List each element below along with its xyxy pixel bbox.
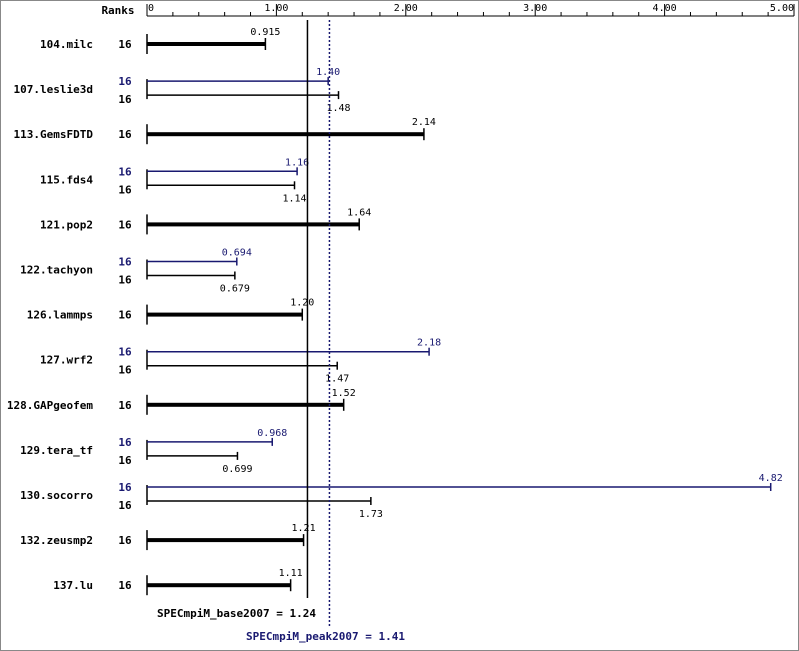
benchmark-name: 104.milc bbox=[40, 38, 93, 51]
x-tick-label: 0 bbox=[148, 3, 154, 14]
benchmark-rows: 104.milc 160.915107.leslie3d161.40161.481… bbox=[7, 27, 783, 596]
base-rank-label: 16 bbox=[118, 399, 132, 412]
base-value-label: 2.14 bbox=[412, 117, 436, 128]
base-bar bbox=[147, 222, 360, 227]
peak-rank-label: 16 bbox=[118, 256, 132, 269]
benchmark-row: 127.wrf2 16 2.18 16 1.47 bbox=[40, 338, 441, 385]
benchmark-name: 122.tachyon bbox=[20, 264, 93, 277]
peak-value-label: 2.18 bbox=[417, 338, 441, 349]
peak-value-label: 4.82 bbox=[759, 473, 783, 484]
base-value-label: 1.64 bbox=[347, 207, 371, 218]
benchmark-row: 137.lu 16 1.11 bbox=[53, 568, 303, 596]
peak-rank-label: 16 bbox=[118, 75, 132, 88]
benchmark-row: 107.leslie3d 16 1.40 16 1.48 bbox=[14, 67, 351, 114]
benchmark-name: 129.tera_tf bbox=[20, 444, 93, 457]
base-rank-label: 16 bbox=[118, 579, 132, 592]
base-value-label: 1.73 bbox=[359, 509, 383, 520]
benchmark-name: 127.wrf2 bbox=[40, 354, 93, 367]
benchmark-row: 126.lammps 16 1.20 bbox=[27, 298, 314, 325]
base-value-label: 1.20 bbox=[290, 298, 314, 309]
base-rank-label: 16 bbox=[118, 38, 132, 51]
peak-rank-label: 16 bbox=[118, 436, 132, 449]
benchmark-row: 113.GemsFDTD 16 2.14 bbox=[14, 117, 436, 145]
benchmark-name: 107.leslie3d bbox=[14, 83, 93, 96]
base-bar bbox=[147, 538, 304, 543]
base-value-label: 0.699 bbox=[222, 464, 252, 475]
base-value-label: 1.47 bbox=[325, 374, 349, 385]
base-rank-label: 16 bbox=[118, 218, 132, 231]
benchmark-row: 132.zeusmp2 16 1.21 bbox=[20, 523, 316, 551]
benchmark-row: 130.socorro 16 4.82 16 1.73 bbox=[20, 473, 783, 520]
peak-value-label: 1.16 bbox=[285, 157, 309, 168]
x-tick-label: 4.00 bbox=[653, 3, 677, 14]
benchmark-row: 104.milc 16 0.915 bbox=[40, 27, 280, 54]
ranks-header: Ranks bbox=[101, 4, 134, 17]
peak-value-label: 0.694 bbox=[222, 248, 252, 259]
base-rank-label: 16 bbox=[118, 534, 132, 547]
benchmark-name: 121.pop2 bbox=[40, 218, 93, 231]
base-value-label: 0.915 bbox=[250, 27, 280, 38]
base-value-label: 1.11 bbox=[279, 568, 303, 579]
benchmark-name: 126.lammps bbox=[27, 309, 93, 322]
base-value-label: 1.52 bbox=[332, 388, 356, 399]
benchmark-name: 137.lu bbox=[53, 579, 93, 592]
benchmark-name: 113.GemsFDTD bbox=[14, 128, 94, 141]
base-rank-label: 16 bbox=[118, 454, 132, 467]
peak-value-label: 1.40 bbox=[316, 67, 340, 78]
benchmark-name: 128.GAPgeofem bbox=[7, 399, 93, 412]
benchmark-row: 128.GAPgeofem 16 1.52 bbox=[7, 388, 356, 415]
base-value-label: 1.14 bbox=[282, 193, 306, 204]
base-value-label: 1.21 bbox=[292, 523, 316, 534]
base-rank-label: 16 bbox=[118, 93, 132, 106]
peak-reference-label: SPECmpiM_peak2007 = 1.41 bbox=[246, 630, 405, 643]
benchmark-name: 132.zeusmp2 bbox=[20, 534, 93, 547]
base-value-label: 1.48 bbox=[326, 103, 350, 114]
benchmark-name: 130.socorro bbox=[20, 489, 93, 502]
base-rank-label: 16 bbox=[118, 274, 132, 287]
benchmark-row: 129.tera_tf 16 0.968 16 0.699 bbox=[20, 428, 287, 475]
x-tick-label: 1.00 bbox=[264, 3, 288, 14]
peak-rank-label: 16 bbox=[118, 346, 132, 359]
x-tick-label: 2.00 bbox=[394, 3, 418, 14]
base-bar bbox=[147, 583, 291, 588]
base-rank-label: 16 bbox=[118, 499, 132, 512]
base-rank-label: 16 bbox=[118, 183, 132, 196]
base-bar bbox=[147, 42, 266, 46]
base-rank-label: 16 bbox=[118, 364, 132, 377]
base-value-label: 0.679 bbox=[220, 284, 250, 295]
x-tick-label: 5.00 bbox=[770, 3, 794, 14]
base-bar bbox=[147, 132, 424, 137]
benchmark-row: 121.pop2 16 1.64 bbox=[40, 207, 371, 235]
base-bar bbox=[147, 402, 344, 407]
benchmark-name: 115.fds4 bbox=[40, 173, 93, 186]
peak-value-label: 0.968 bbox=[257, 428, 287, 439]
base-reference-label: SPECmpiM_base2007 = 1.24 bbox=[157, 607, 316, 620]
peak-rank-label: 16 bbox=[118, 481, 132, 494]
x-axis-ticks: 0 1.00 2.00 3.00 4.00 5.00 bbox=[146, 3, 795, 16]
reference-lines: SPECmpiM_base2007 = 1.24 SPECmpiM_peak200… bbox=[157, 20, 405, 643]
peak-rank-label: 16 bbox=[118, 165, 132, 178]
benchmark-row: 122.tachyon 16 0.694 16 0.679 bbox=[20, 248, 252, 295]
base-bar bbox=[147, 312, 303, 317]
x-tick-label: 3.00 bbox=[523, 3, 547, 14]
benchmark-row: 115.fds4 16 1.16 16 1.14 bbox=[40, 157, 309, 204]
base-rank-label: 16 bbox=[118, 309, 132, 322]
base-rank-label: 16 bbox=[118, 128, 132, 141]
